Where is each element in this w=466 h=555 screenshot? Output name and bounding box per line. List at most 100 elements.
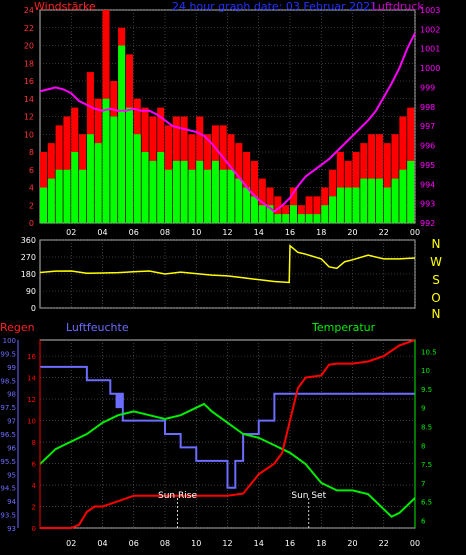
wind-avg-bar [243,187,251,223]
rain-tick-label: 6 [32,461,37,469]
wind-avg-bar [172,160,180,223]
wind-avg-bar [55,169,63,223]
lower-x-tick-label: 04 [97,539,107,548]
wind-avg-bar [188,169,196,223]
pressure-tick-label: 992 [420,219,435,228]
rain-tick-label: 2 [32,504,36,512]
pressure-y-axis: 992 993 994 995 996 997 998 999 1000 1001 1002 1003 [420,6,440,228]
wind-tick-label: 0 [29,219,34,228]
wind-avg-bar [329,196,337,223]
wind-avg-bar [79,169,87,223]
wind-x-tick-label: 00 [410,228,420,237]
wind-avg-bar [235,178,243,223]
compass-n-top: N [432,237,441,251]
direction-y-axis: 0 90 180 270 360 [21,236,36,313]
humidity-tick-label: 97 [7,418,16,426]
humidity-tick-label: 94 [7,498,16,506]
pressure-tick-label: 997 [420,122,435,131]
rain-tick-label: 10 [27,418,36,426]
humidity-tick-label: 95 [7,471,16,479]
wind-avg-bar [63,169,71,223]
lower-x-tick-label: 06 [129,539,139,548]
humidity-y-axis: 93 93.5 94 94.5 95 95.5 96 96.5 97 97.5 98 98.5 99 99… [0,337,19,533]
wind-x-tick-label: 14 [254,228,264,237]
wind-x-tick-label: 04 [97,228,107,237]
temperature-tick-label: 9 [421,405,425,413]
direction-line [39,244,416,284]
temperature-tick-label: 10.5 [421,348,437,356]
humidity-tick-label: 98 [7,391,16,399]
wind-avg-bar [47,178,55,223]
compass-w: W [430,255,442,269]
temperature-y-axis: 6 6.5 7 7.5 8 8.5 9 9.5 10 10.5 [414,340,437,528]
pressure-title: Luftdruck [372,0,424,13]
lower-x-tick-label: 20 [347,539,357,548]
wind-avg-bar [383,187,391,223]
wind-avg-bar [274,214,282,223]
pressure-tick-label: 998 [420,103,435,112]
pressure-tick-label: 1003 [420,6,440,15]
humidity-tick-label: 95.5 [0,458,16,466]
wind-avg-bar [360,178,368,223]
wind-avg-bar [165,169,173,223]
wind-avg-bar [290,205,298,223]
wind-avg-bar [391,178,399,223]
wind-avg-bar [321,205,329,223]
wind-x-tick-label: 12 [222,228,232,237]
pressure-tick-label: 999 [420,83,435,92]
wind-title: Windstärke [34,0,96,13]
lower-x-tick-label: 14 [254,539,264,548]
wind-tick-label: 16 [24,77,34,86]
humidity-tick-label: 96.5 [0,431,16,439]
pressure-tick-label: 1000 [420,64,440,73]
lower-x-tick-label: 10 [191,539,201,548]
wind-tick-label: 10 [24,130,34,139]
lower-x-tick-label: 08 [160,539,170,548]
wind-tick-label: 6 [29,166,34,175]
temperature-tick-label: 10 [421,367,430,375]
chart-date-title: 24 hour graph date: 03 Februar 2021 [172,0,377,13]
wind-avg-bar [313,214,321,223]
wind-tick-label: 18 [24,59,34,68]
lower-x-axis: 02 04 06 08 10 12 14 16 18 20 22 00 [66,539,420,548]
wind-avg-bar [102,98,110,223]
wind-avg-bar [266,205,274,223]
humidity-tick-label: 93 [7,525,16,533]
wind-x-tick-label: 06 [129,228,139,237]
temperature-tick-label: 8 [421,442,425,450]
wind-avg-bar [133,134,141,223]
humidity-line [40,365,415,489]
wind-x-axis: 02 04 06 08 10 12 14 16 18 20 22 00 [66,228,420,237]
temperature-line [39,402,416,518]
rain-tick-label: 0 [32,525,36,533]
wind-avg-bar [204,169,212,223]
humidity-tick-label: 99 [7,364,16,372]
direction-polyline [39,244,416,284]
pressure-polyline [39,32,416,213]
wind-avg-bar [211,160,219,223]
direction-tick-label: 90 [26,287,36,296]
wind-avg-bar [282,214,290,223]
wind-avg-bar [40,187,48,223]
pressure-tick-label: 995 [420,161,435,170]
humidity-label: Luftfeuchte [66,321,129,334]
temperature-tick-label: 7 [421,480,425,488]
lower-x-tick-label: 12 [222,539,232,548]
direction-tick-label: 270 [21,253,36,262]
wind-tick-label: 22 [24,24,34,33]
wind-avg-bar [250,196,258,223]
wind-avg-bar [125,107,133,223]
rain-tick-label: 8 [32,439,36,447]
wind-x-tick-label: 08 [160,228,170,237]
direction-tick-label: 0 [31,304,36,313]
sunrise-label: Sun Rise [158,491,197,501]
rain-tick-label: 16 [27,353,36,361]
pressure-tick-label: 993 [420,200,435,209]
lower-x-tick-label: 02 [66,539,76,548]
sun-markers [177,498,310,528]
wind-x-tick-label: 18 [316,228,326,237]
rain-tick-label: 14 [27,375,36,383]
wind-avg-bar [352,187,360,223]
sunset-label: Sun Set [291,491,326,501]
